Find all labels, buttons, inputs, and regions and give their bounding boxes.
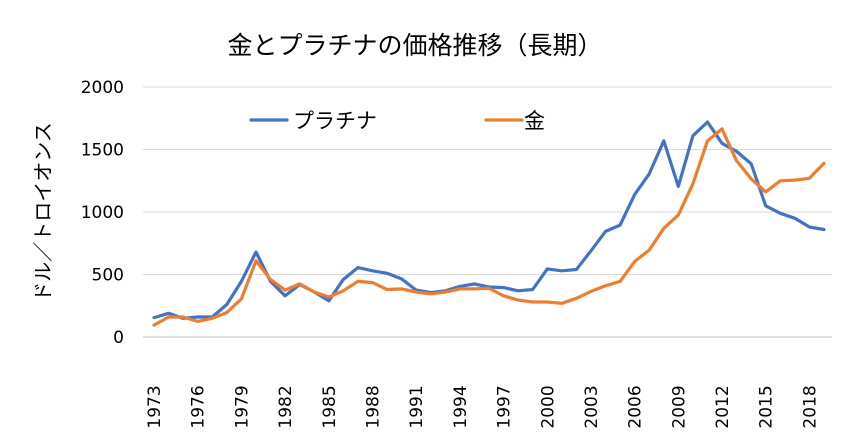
gridlines <box>143 86 832 275</box>
x-tick-label: 1991 <box>407 385 427 428</box>
axes: 0 500 1000 1500 2000 1973 1976 1979 1982 1985 1988… <box>81 78 832 429</box>
legend-label: 金 <box>524 109 545 133</box>
chart-title: 金とプラチナの価格推移（長期） <box>227 31 602 60</box>
x-tick-label: 2006 <box>626 385 646 428</box>
x-tick-label: 1988 <box>363 385 383 428</box>
y-tick-label: 1000 <box>81 203 124 223</box>
x-tick-label: 2018 <box>800 385 820 428</box>
series-line-1 <box>152 127 826 327</box>
x-tick-label: 1982 <box>276 385 296 428</box>
y-tick-label: 1500 <box>81 141 124 161</box>
legend: プラチナ 金 <box>249 109 545 133</box>
x-tick-label: 1985 <box>320 385 340 428</box>
x-tick-label: 1973 <box>145 385 165 428</box>
x-tick-label: 2015 <box>757 385 777 428</box>
x-tick-label: 2012 <box>713 385 733 428</box>
y-axis-label: ドル／トロイオンス <box>31 122 55 302</box>
x-tick-label: 1997 <box>495 385 515 428</box>
x-tick-label: 2003 <box>582 385 602 428</box>
y-tick-label: 500 <box>92 266 124 286</box>
y-tick-label: 2000 <box>81 78 124 98</box>
x-tick-label: 1994 <box>451 385 471 428</box>
legend-label: プラチナ <box>293 109 377 133</box>
series-lines <box>152 120 826 327</box>
x-tick-label: 1979 <box>232 385 252 428</box>
x-tick-label: 2009 <box>669 385 689 428</box>
x-tick-label: 1976 <box>189 385 209 428</box>
y-tick-label: 0 <box>113 328 124 348</box>
x-tick-label: 2000 <box>538 385 558 428</box>
